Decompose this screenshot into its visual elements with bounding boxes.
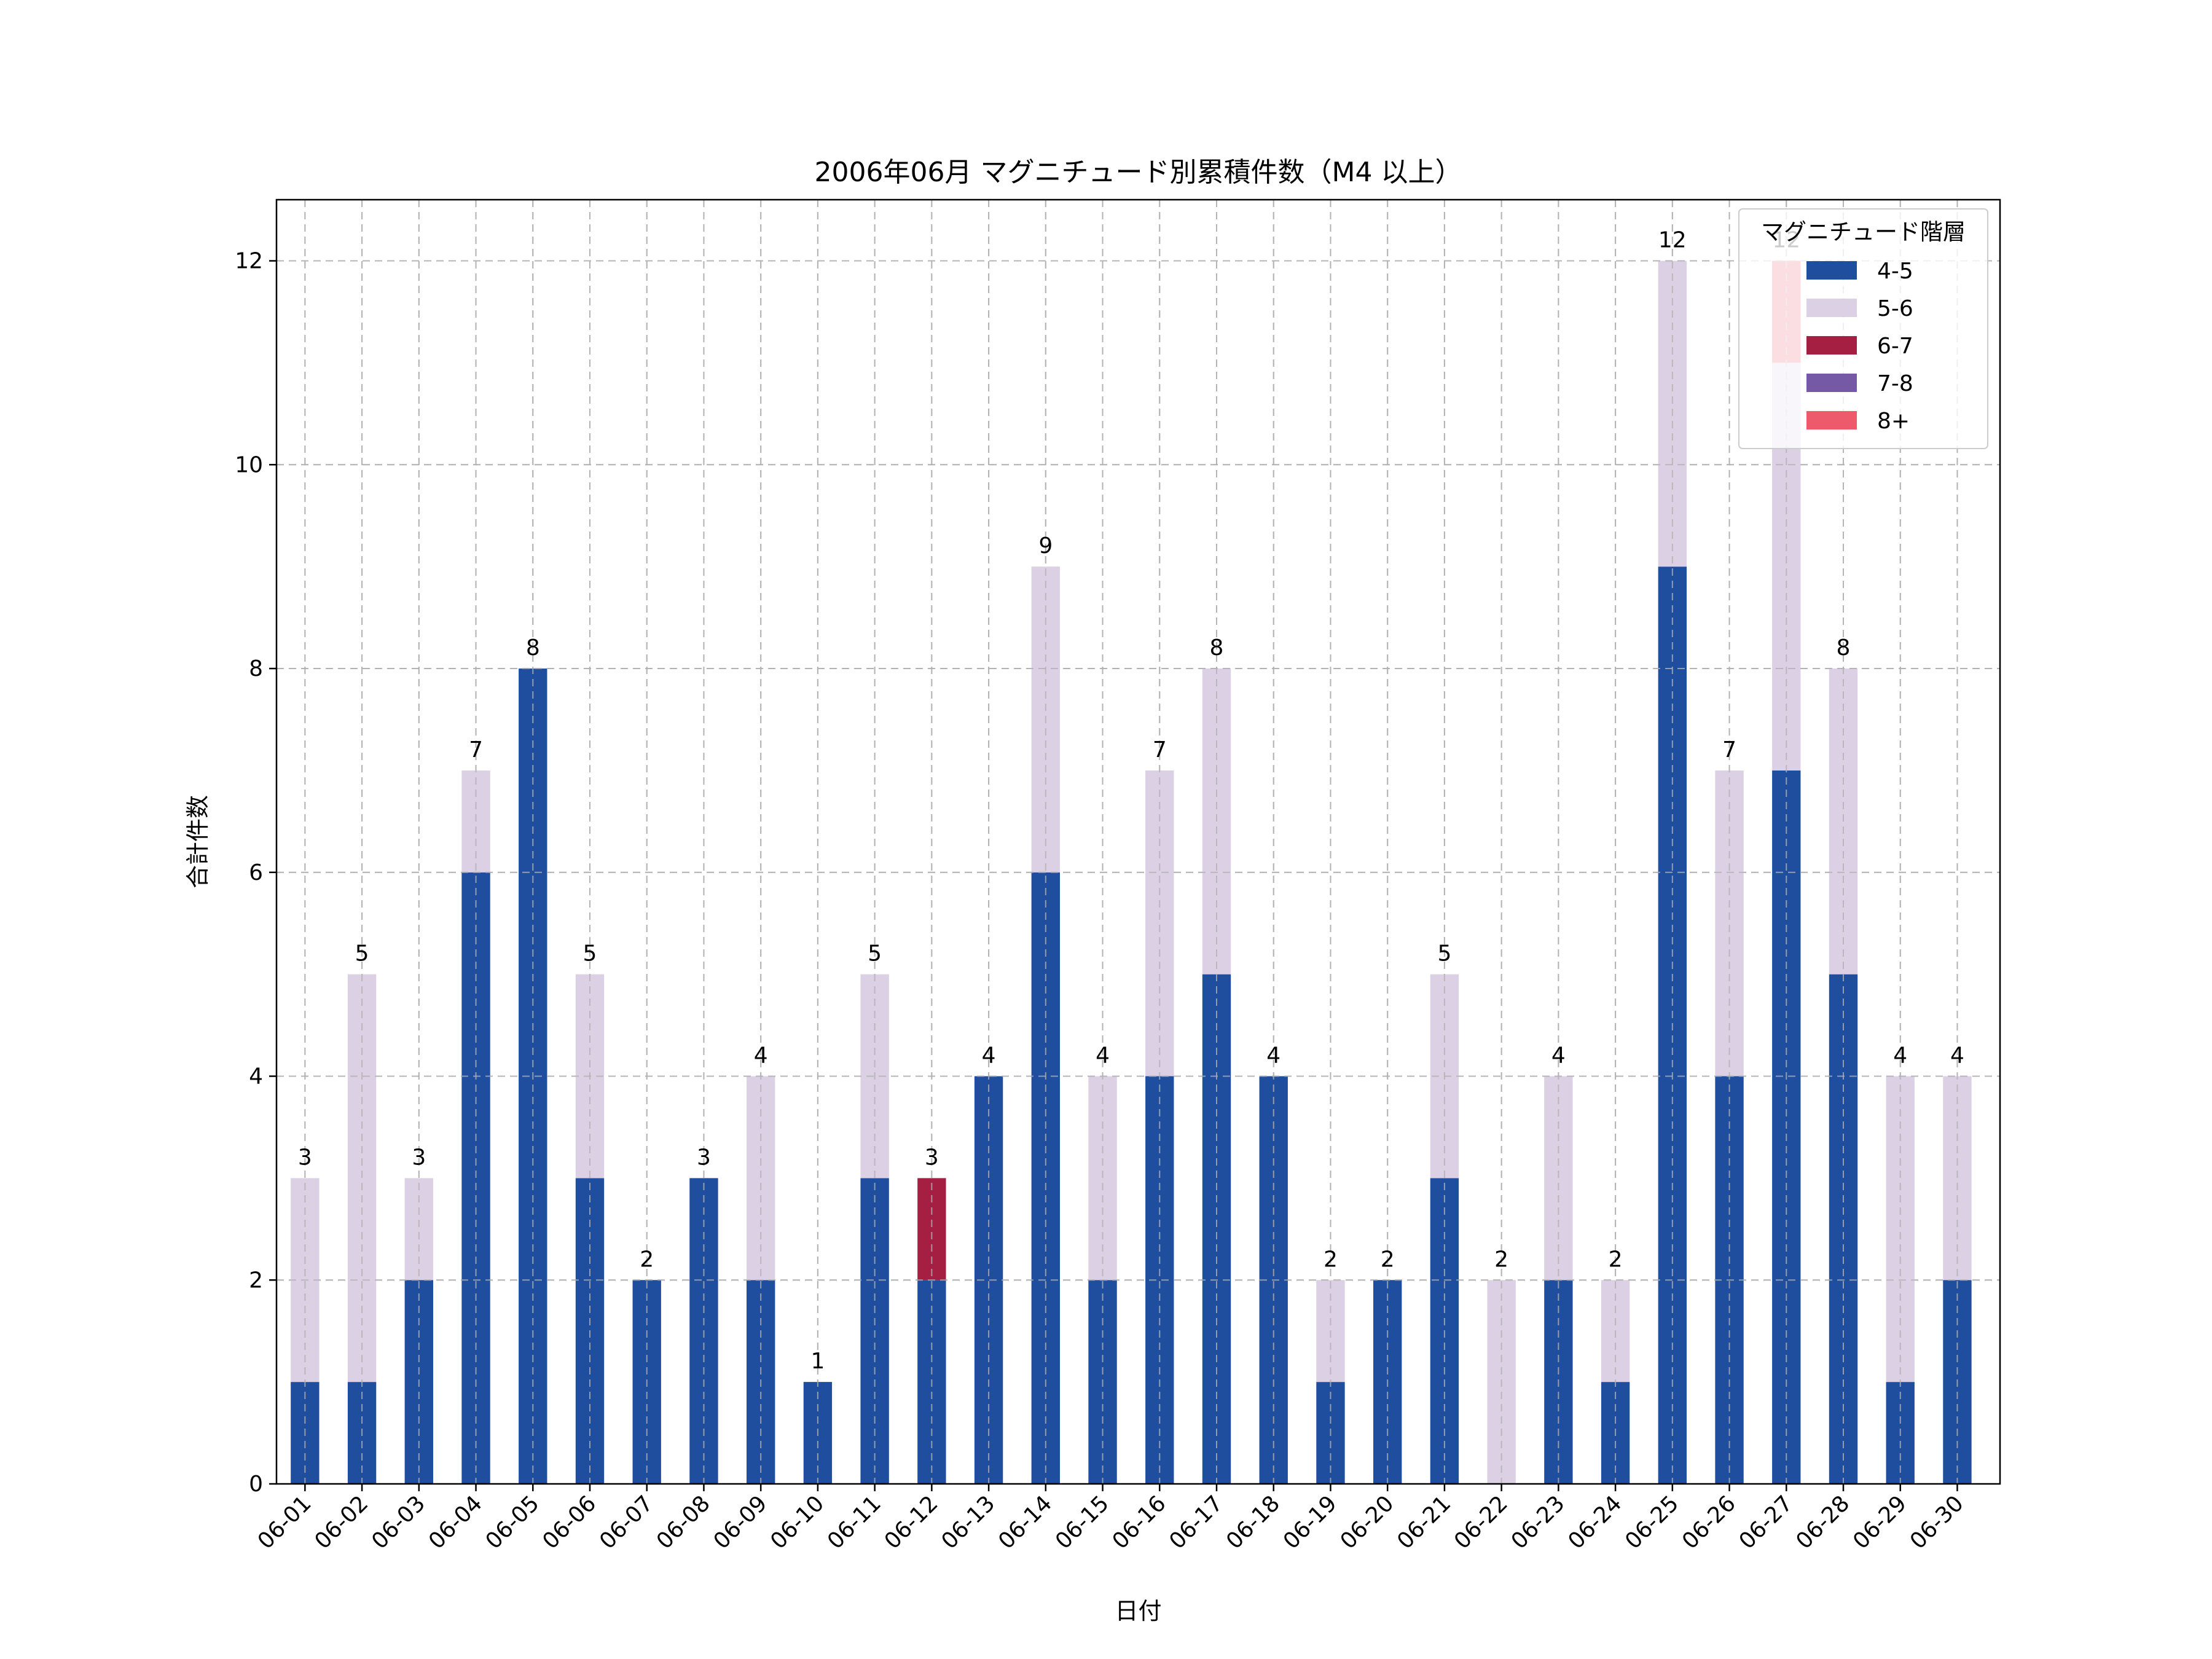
x-tick-label: 06-04 [424,1491,487,1554]
x-tick-label: 06-12 [880,1491,943,1554]
x-tick-label: 06-06 [538,1491,601,1554]
total-label: 7 [469,737,483,763]
total-label: 2 [1609,1247,1623,1272]
total-labels: 35378523415349478422524212712844 [298,228,1964,1375]
total-label: 1 [810,1349,825,1374]
x-tick-label: 06-02 [310,1491,373,1554]
total-label: 3 [697,1145,711,1170]
x-tick-label: 06-21 [1392,1491,1456,1554]
legend-swatch [1806,299,1857,317]
legend-box [1738,208,1988,449]
legend-title: マグニチュード階層 [1761,219,1966,245]
x-tick-label: 06-23 [1507,1491,1570,1554]
legend-swatch [1806,411,1857,429]
x-tick-label: 06-25 [1620,1491,1684,1554]
legend-label: 4-5 [1877,259,1913,284]
total-label: 3 [925,1145,939,1170]
x-axis-title: 日付 [1115,1598,1161,1625]
x-tick-label: 06-20 [1336,1491,1399,1554]
legend-label: 7-8 [1877,371,1913,396]
chart-title: 2006年06月 マグニチュード別累積件数（M4 以上） [815,157,1462,188]
x-tick-label: 06-09 [709,1491,772,1554]
total-label: 4 [1266,1043,1281,1069]
x-tick-label: 06-10 [766,1491,829,1554]
bar-segment [404,1178,433,1281]
x-tick-label: 06-26 [1677,1491,1741,1554]
total-label: 2 [1324,1247,1338,1272]
legend-items: 4-5 5-6 6-7 7-8 8+ [1806,259,1913,434]
y-tick-label: 8 [249,656,263,681]
total-label: 4 [754,1043,768,1069]
total-label: 12 [1658,228,1687,253]
total-label: 5 [355,941,369,967]
legend-swatch [1806,374,1857,392]
x-tick-label: 06-15 [1051,1491,1114,1554]
legend-label: 6-7 [1877,334,1913,359]
x-tick-label: 06-07 [595,1491,658,1554]
total-label: 2 [640,1247,654,1272]
total-label: 8 [1837,635,1851,661]
y-tick-label: 6 [249,860,263,885]
x-tick-label: 06-24 [1563,1491,1626,1554]
total-label: 4 [1096,1043,1110,1069]
y-tick-label: 4 [249,1064,263,1089]
x-tick-label: 06-16 [1108,1491,1171,1554]
x-tick-label: 06-30 [1905,1491,1969,1554]
legend-label: 8+ [1877,409,1910,434]
total-label: 4 [1950,1043,1964,1069]
x-tick-label: 06-27 [1735,1491,1798,1554]
total-label: 4 [1893,1043,1907,1069]
x-tick-label: 06-05 [481,1491,544,1554]
legend-label: 5-6 [1877,296,1913,321]
legend: マグニチュード階層 4-5 5-6 6-7 7-8 8+ [1738,208,1988,449]
y-tick-label: 12 [235,249,263,274]
total-label: 3 [412,1145,426,1170]
total-label: 3 [298,1145,312,1170]
total-label: 4 [982,1043,996,1069]
bar-segment [917,1178,946,1281]
x-tick-label: 06-28 [1791,1491,1854,1554]
legend-swatch [1806,261,1857,280]
x-tick-label: 06-14 [994,1491,1057,1554]
x-tick-label: 06-22 [1449,1491,1513,1554]
x-tick-label: 06-13 [936,1491,1000,1554]
total-label: 8 [526,635,540,661]
plot-frame [275,198,2001,1485]
y-tick-label: 2 [249,1268,263,1293]
y-tick-label: 10 [235,452,263,477]
x-tick-label: 06-08 [652,1491,715,1554]
x-tick-label: 06-17 [1164,1491,1228,1554]
total-label: 2 [1381,1247,1395,1272]
total-label: 5 [868,941,882,967]
x-tick-label: 06-03 [367,1491,430,1554]
y-axis-title: 合計件数 [184,795,211,888]
y-tick-label: 0 [249,1472,263,1497]
x-tick-label: 06-18 [1222,1491,1285,1554]
x-tick-label: 06-19 [1279,1491,1342,1554]
legend-swatch [1806,336,1857,355]
total-label: 8 [1210,635,1224,661]
x-tick-label: 06-29 [1848,1491,1912,1554]
total-label: 4 [1551,1043,1566,1069]
total-label: 7 [1722,737,1736,763]
total-label: 7 [1153,737,1167,763]
total-label: 9 [1038,533,1053,559]
x-tick-label: 06-01 [253,1491,316,1554]
total-label: 5 [583,941,597,967]
total-label: 5 [1437,941,1451,967]
x-tick-label: 06-11 [823,1491,886,1554]
total-label: 2 [1494,1247,1508,1272]
